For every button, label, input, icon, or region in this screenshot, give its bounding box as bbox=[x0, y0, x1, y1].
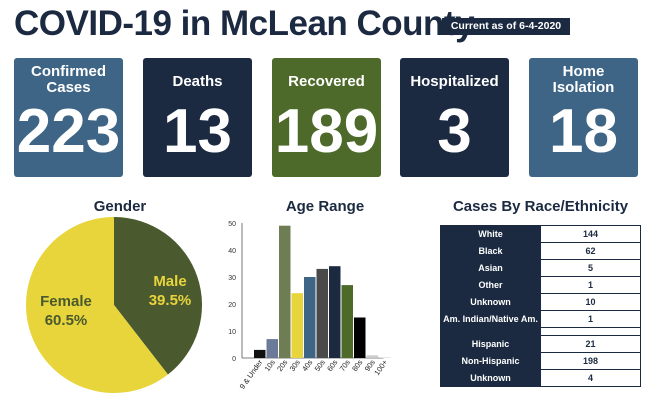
row-label: Unknown bbox=[440, 293, 541, 311]
y-tick-label: 0 bbox=[232, 356, 236, 363]
card-confirmed-cases: Confirmed Cases 223 bbox=[14, 58, 123, 177]
row-value: 198 bbox=[540, 352, 641, 370]
gender-pie-chart: Male 39.5% Female 60.5% bbox=[26, 217, 203, 393]
card-value: 18 bbox=[549, 97, 618, 166]
row-value: 1 bbox=[540, 310, 641, 328]
pie-slice-female bbox=[26, 217, 168, 393]
x-tick-label: 80s bbox=[350, 358, 364, 373]
row-value: 144 bbox=[540, 225, 641, 243]
row-label: White bbox=[440, 225, 541, 243]
card-deaths: Deaths 13 bbox=[143, 58, 252, 177]
card-label: Home Isolation bbox=[552, 63, 615, 96]
row-value: 62 bbox=[540, 242, 641, 260]
row-value: 4 bbox=[540, 369, 641, 387]
bar-40s bbox=[304, 277, 316, 358]
x-tick-label: 30s bbox=[288, 358, 302, 373]
table-row: Unknown 4 bbox=[440, 369, 641, 387]
table-row: Unknown 10 bbox=[440, 293, 641, 311]
y-tick-label: 20 bbox=[228, 302, 236, 309]
row-value: 10 bbox=[540, 293, 641, 311]
card-home-isolation: Home Isolation 18 bbox=[529, 58, 638, 177]
table-row: White 144 bbox=[440, 225, 641, 243]
table-row: Black 62 bbox=[440, 242, 641, 260]
bar-9-under bbox=[254, 349, 266, 358]
table-divider bbox=[440, 327, 641, 336]
bar-90s bbox=[366, 355, 378, 358]
row-label: Black bbox=[440, 242, 541, 260]
x-tick-label: 60s bbox=[325, 358, 339, 373]
y-tick-label: 40 bbox=[228, 248, 236, 255]
bar-10s bbox=[266, 339, 278, 358]
x-tick-label: 100+ bbox=[372, 357, 389, 377]
bar-20s bbox=[279, 225, 291, 358]
x-tick-label: 40s bbox=[300, 358, 314, 373]
card-value: 13 bbox=[163, 97, 232, 166]
row-label: Asian bbox=[440, 259, 541, 277]
card-label: Deaths bbox=[172, 73, 223, 90]
y-tick-label: 30 bbox=[228, 275, 236, 282]
card-label: Hospitalized bbox=[410, 73, 499, 90]
date-badge: Current as of 6-4-2020 bbox=[442, 18, 570, 35]
card-value: 223 bbox=[16, 97, 121, 166]
table-row: Hispanic 21 bbox=[440, 335, 641, 353]
table-row: Other 1 bbox=[440, 276, 641, 294]
page-title: COVID-19 in McLean County bbox=[14, 4, 475, 43]
card-value: 3 bbox=[437, 97, 472, 166]
bar-80s bbox=[354, 317, 366, 358]
race-ethnicity-title: Cases By Race/Ethnicity bbox=[452, 198, 629, 215]
card-recovered: Recovered 189 bbox=[272, 58, 381, 177]
row-value: 5 bbox=[540, 259, 641, 277]
x-tick-label: 10s bbox=[263, 358, 277, 373]
bar-50s bbox=[316, 268, 328, 358]
card-label: Recovered bbox=[288, 73, 365, 90]
row-value: 21 bbox=[540, 335, 641, 353]
card-hospitalized: Hospitalized 3 bbox=[400, 58, 509, 177]
pie-value-male: 39.5% bbox=[149, 292, 192, 309]
table-row: Asian 5 bbox=[440, 259, 641, 277]
age-range-bar-chart: 0 10 20 30 40 50 9 & Under10s20s30s40s50s60s70… bbox=[228, 221, 391, 391]
card-value: 189 bbox=[274, 97, 379, 166]
y-tick-label: 10 bbox=[228, 329, 236, 336]
table-row: Am. Indian/Native Am. 1 bbox=[440, 310, 641, 328]
row-label: Am. Indian/Native Am. bbox=[440, 310, 541, 328]
row-label: Unknown bbox=[440, 369, 541, 387]
pie-label-female: Female bbox=[40, 293, 92, 310]
row-label: Non-Hispanic bbox=[440, 352, 541, 370]
card-label: Confirmed Cases bbox=[31, 63, 106, 96]
x-tick-label: 20s bbox=[275, 358, 289, 373]
row-value: 1 bbox=[540, 276, 641, 294]
table-row: Non-Hispanic 198 bbox=[440, 352, 641, 370]
bar-100- bbox=[379, 357, 391, 358]
row-label: Hispanic bbox=[440, 335, 541, 353]
bar-70s bbox=[341, 285, 353, 358]
bar-30s bbox=[291, 293, 303, 358]
bar-60s bbox=[329, 266, 341, 358]
pie-slice-male bbox=[114, 217, 203, 375]
row-label: Other bbox=[440, 276, 541, 294]
pie-value-female: 60.5% bbox=[45, 312, 88, 329]
gender-title: Gender bbox=[93, 198, 147, 215]
x-tick-label: 50s bbox=[313, 358, 327, 373]
y-tick-label: 50 bbox=[228, 221, 236, 228]
race-ethnicity-table: White 144 Black 62 Asian 5 Other 1 Unknown 10 Am. … bbox=[440, 225, 641, 387]
age-range-title: Age Range bbox=[285, 198, 365, 215]
x-tick-label: 9 & Under bbox=[238, 358, 265, 391]
pie-label-male: Male bbox=[153, 273, 186, 290]
x-tick-label: 70s bbox=[338, 358, 352, 373]
